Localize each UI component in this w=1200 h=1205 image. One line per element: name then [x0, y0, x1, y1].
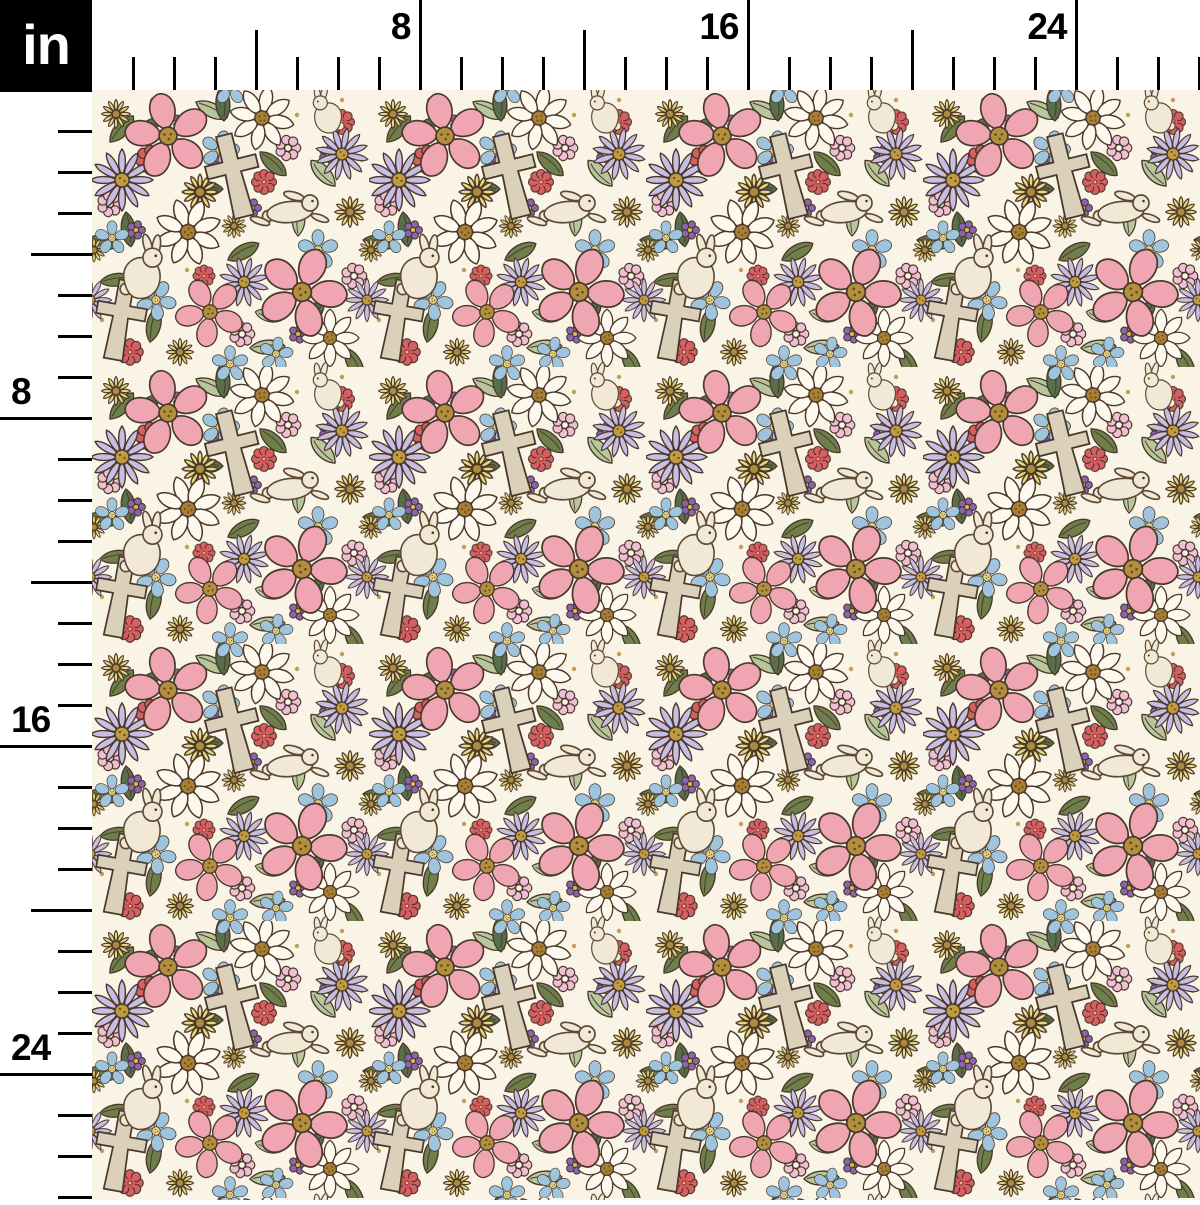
top-ruler-tick-10in — [501, 57, 504, 90]
fabric-swatch — [92, 90, 1200, 1200]
left-ruler-tick-21in — [58, 950, 92, 953]
ruler-unit-label: in — [22, 17, 70, 73]
left-ruler-tick-19in — [58, 868, 92, 871]
top-ruler-tick-3in — [214, 57, 217, 90]
left-ruler-tick-5in — [58, 294, 92, 297]
fabric-pattern — [92, 90, 1200, 1200]
left-ruler-tick-24in — [0, 1073, 92, 1076]
top-ruler-tick-18in — [829, 57, 832, 90]
top-ruler-tick-8in — [419, 0, 422, 90]
top-ruler-tick-1in — [132, 57, 135, 90]
left-ruler: 8 16 24 — [0, 90, 92, 1200]
left-ruler-tick-6in — [58, 335, 92, 338]
top-ruler-tick-26in — [1157, 57, 1160, 90]
left-ruler-tick-3in — [58, 212, 92, 215]
top-ruler-tick-21in — [952, 57, 955, 90]
left-ruler-tick-18in — [58, 827, 92, 830]
left-ruler-tick-17in — [58, 786, 92, 789]
left-ruler-tick-16in — [0, 745, 92, 748]
left-ruler-tick-0in — [0, 89, 92, 92]
left-ruler-tick-22in — [58, 991, 92, 994]
left-ruler-tick-20in — [31, 909, 92, 912]
top-ruler-number: 24 — [1011, 8, 1067, 45]
left-ruler-tick-8in — [0, 417, 92, 420]
top-ruler-tick-15in — [706, 57, 709, 90]
left-ruler-tick-12in — [31, 581, 92, 584]
top-ruler-tick-17in — [788, 57, 791, 90]
top-ruler-number: 8 — [355, 8, 411, 45]
left-ruler-number: 8 — [11, 373, 73, 410]
top-ruler-tick-6in — [337, 57, 340, 90]
top-ruler: 8 16 24 — [92, 0, 1200, 90]
left-ruler-tick-9in — [58, 458, 92, 461]
top-ruler-tick-2in — [173, 57, 176, 90]
top-ruler-tick-4in — [255, 30, 258, 90]
top-ruler-tick-12in — [583, 30, 586, 90]
top-ruler-tick-5in — [296, 57, 299, 90]
top-ruler-tick-9in — [460, 57, 463, 90]
left-ruler-tick-4in — [31, 253, 92, 256]
top-ruler-number: 16 — [683, 8, 739, 45]
ruler-unit-box: in — [0, 0, 92, 90]
left-ruler-tick-10in — [58, 499, 92, 502]
left-ruler-tick-1in — [58, 130, 92, 133]
top-ruler-tick-20in — [911, 30, 914, 90]
top-ruler-tick-7in — [378, 57, 381, 90]
top-ruler-tick-22in — [993, 57, 996, 90]
top-ruler-tick-25in — [1116, 57, 1119, 90]
left-ruler-tick-2in — [58, 171, 92, 174]
left-ruler-tick-26in — [58, 1155, 92, 1158]
left-ruler-number: 16 — [11, 701, 73, 738]
left-ruler-tick-25in — [58, 1114, 92, 1117]
top-ruler-tick-16in — [747, 0, 750, 90]
left-ruler-number: 24 — [11, 1029, 73, 1066]
top-ruler-tick-14in — [665, 57, 668, 90]
top-ruler-tick-23in — [1034, 57, 1037, 90]
top-ruler-tick-19in — [870, 57, 873, 90]
left-ruler-tick-27in — [58, 1196, 92, 1199]
left-ruler-tick-11in — [58, 540, 92, 543]
top-ruler-tick-24in — [1075, 0, 1078, 90]
top-ruler-tick-13in — [624, 57, 627, 90]
left-ruler-tick-14in — [58, 663, 92, 666]
top-ruler-tick-11in — [542, 57, 545, 90]
left-ruler-tick-13in — [58, 622, 92, 625]
